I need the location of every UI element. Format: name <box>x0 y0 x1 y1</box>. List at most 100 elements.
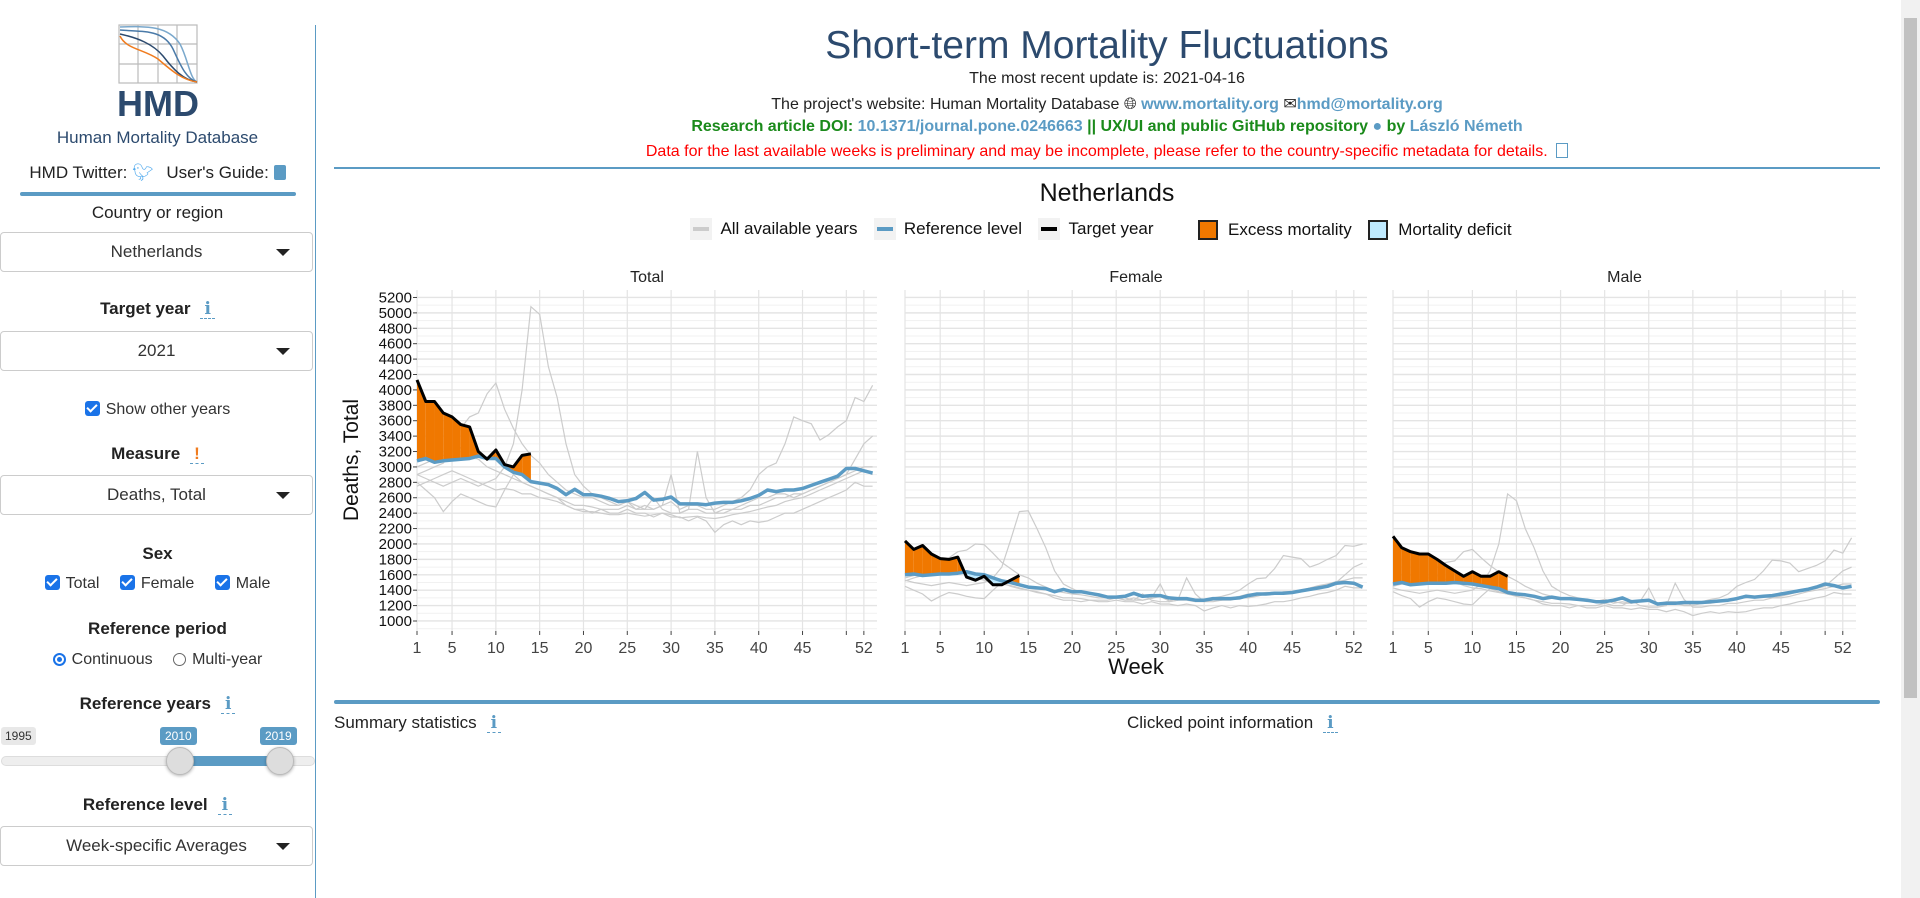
doi-link[interactable]: 10.1371/journal.pone.0246663 <box>857 118 1083 135</box>
legend-label: All available years <box>720 219 858 238</box>
book-icon[interactable] <box>273 165 286 180</box>
email-link[interactable]: hmd@mortality.org <box>1296 96 1443 113</box>
x-tick-label: 15 <box>1019 640 1037 657</box>
twitter-bird-icon[interactable]: 🐦︎ <box>132 163 154 182</box>
globe-icon: 🌐︎ <box>1123 96 1137 113</box>
warning-icon[interactable]: ! <box>190 445 204 464</box>
summary-statistics-row: Summary statistics i <box>334 713 502 733</box>
excess-area <box>913 545 923 576</box>
x-tick-label: 30 <box>1640 640 1658 657</box>
ref-period-radio-group: Continuous Multi-year <box>0 651 315 669</box>
x-tick-label: 40 <box>1728 640 1746 657</box>
page-title: Short-term Mortality Fluctuations <box>825 24 1389 67</box>
country-select[interactable]: Netherlands <box>0 232 313 272</box>
legend-all-years: All available years <box>690 218 857 240</box>
caret-down-icon <box>276 249 290 256</box>
legend-excess: Excess mortality <box>1197 220 1352 240</box>
sex-checkbox-group: Total Female Male <box>0 575 315 593</box>
x-tick-label: 30 <box>1151 640 1169 657</box>
x-tick-label: 35 <box>1684 640 1702 657</box>
website-prefix: The project's website: Human Mortality D… <box>771 96 1120 113</box>
x-tick-label: 45 <box>1772 640 1790 657</box>
x-tick-label: 5 <box>936 640 945 657</box>
show-other-years-checkbox[interactable] <box>84 401 100 416</box>
warning-row: Data for the last available weeks is pre… <box>334 143 1880 161</box>
sex-label: Sex <box>142 544 173 563</box>
ref-period-label: Reference period <box>88 619 227 638</box>
radio-unselected[interactable] <box>173 653 187 666</box>
target-year-value: 2021 <box>137 341 176 360</box>
update-text: The most recent update is: 2021-04-16 <box>969 70 1245 87</box>
x-axis-label: Week <box>1108 654 1165 679</box>
show-other-years-label: Show other years <box>105 401 231 418</box>
measure-label: Measure <box>111 444 181 463</box>
target-year-select[interactable]: 2021 <box>0 331 313 371</box>
x-tick-label: 52 <box>1345 640 1363 657</box>
doi-prefix: Research article DOI: <box>691 118 854 135</box>
radio-label: Continuous <box>71 651 153 668</box>
sidebar-divider <box>20 192 296 196</box>
measure-value: Deaths, Total <box>107 485 206 504</box>
twitter-label: HMD Twitter: <box>29 163 128 182</box>
y-tick-label: 3600 <box>379 413 412 430</box>
excess-area <box>1463 571 1473 585</box>
website-link[interactable]: www.mortality.org <box>1141 96 1279 113</box>
x-tick-label: 25 <box>1596 640 1614 657</box>
pdf-icon[interactable] <box>1556 143 1569 158</box>
excess-area <box>1393 536 1402 585</box>
sex-option-female[interactable]: Female <box>119 575 194 592</box>
slider-handle-from[interactable] <box>166 747 194 775</box>
chart-title: Netherlands <box>1039 179 1175 207</box>
vertical-scrollbar[interactable] <box>1901 0 1920 898</box>
ref-period-continuous[interactable]: Continuous <box>52 651 153 668</box>
excess-area <box>443 413 453 461</box>
ref-period-multi-year[interactable]: Multi-year <box>173 651 262 668</box>
y-tick-label: 4000 <box>379 382 412 399</box>
y-tick-label: 5200 <box>379 289 412 306</box>
other-year-line <box>416 305 874 511</box>
target-year-label-row: Target year i <box>0 299 315 319</box>
info-icon[interactable]: i <box>200 300 215 319</box>
info-icon[interactable]: i <box>220 695 236 714</box>
x-tick-label: 15 <box>1508 640 1526 657</box>
other-year-line <box>416 470 873 520</box>
header-divider <box>334 167 1880 169</box>
show-other-years-row[interactable]: Show other years <box>0 401 315 419</box>
radio-label: Multi-year <box>192 651 263 668</box>
checkbox-checked[interactable] <box>214 575 230 590</box>
slider-range-bar <box>180 756 280 766</box>
github-icon[interactable]: ● <box>1372 118 1383 135</box>
sex-option-total[interactable]: Total <box>44 575 99 592</box>
excess-area <box>452 416 461 460</box>
legend-label: Excess mortality <box>1227 220 1352 239</box>
x-tick-label: 15 <box>531 640 549 657</box>
y-tick-label: 3400 <box>379 428 412 445</box>
author-link[interactable]: László Németh <box>1409 118 1523 135</box>
other-year-line <box>1392 574 1852 608</box>
measure-select[interactable]: Deaths, Total <box>0 475 313 515</box>
legend-deficit: Mortality deficit <box>1368 220 1512 240</box>
excess-area <box>1410 551 1420 585</box>
excess-area <box>1419 553 1429 585</box>
info-icon[interactable]: i <box>1323 714 1338 733</box>
info-icon[interactable]: i <box>486 714 502 733</box>
y-tick-label: 4400 <box>379 351 412 368</box>
ref-level-select[interactable]: Week-specific Averages <box>0 826 313 866</box>
radio-selected[interactable] <box>52 653 66 666</box>
slider-handle-to[interactable] <box>266 747 294 775</box>
other-year-line <box>416 473 873 534</box>
slider-track[interactable] <box>1 756 315 766</box>
reference-line <box>904 569 1364 602</box>
hmd-logo[interactable]: HMD <box>117 24 199 124</box>
info-icon[interactable]: i <box>217 796 233 815</box>
checkbox-checked[interactable] <box>119 575 135 590</box>
slider-to-label: 2019 <box>260 727 297 745</box>
sex-option-male[interactable]: Male <box>214 575 270 592</box>
legend-swatch <box>1038 218 1061 240</box>
legend-label: Mortality deficit <box>1398 220 1512 239</box>
scrollbar-thumb[interactable] <box>1904 18 1917 698</box>
sidebar-border <box>315 25 316 898</box>
checkbox-checked[interactable] <box>44 575 60 590</box>
